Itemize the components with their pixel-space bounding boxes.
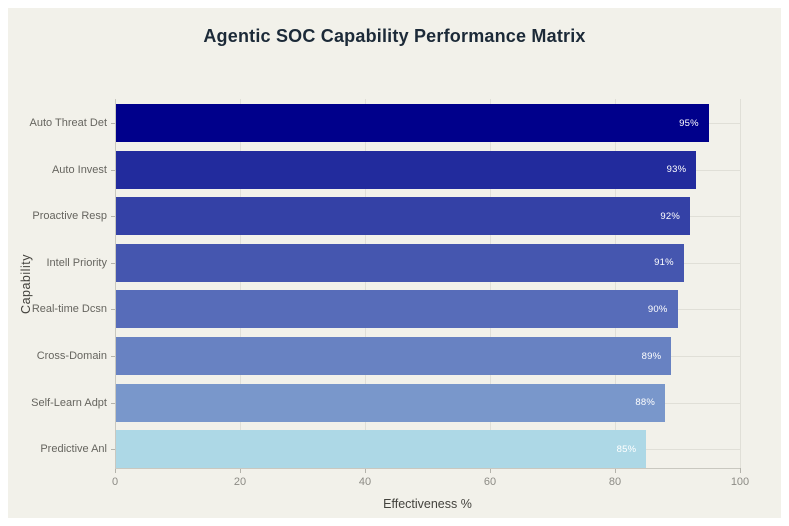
category-label: Auto Threat Det	[29, 117, 107, 129]
bar-predictive-anl: 85%	[115, 430, 647, 469]
bar-proactive-resp: 92%	[115, 197, 690, 236]
y-tick-mark	[111, 309, 115, 311]
y-tick-mark	[111, 402, 115, 404]
y-tick-mark	[111, 449, 115, 451]
x-tick-label: 20	[233, 476, 247, 488]
category-label: Self-Learn Adpt	[31, 396, 107, 409]
bar-intell-priority: 91%	[115, 243, 684, 282]
y-tick-mark	[111, 123, 115, 124]
x-tick-mark	[615, 468, 616, 473]
bar-auto-threat-det: 95%	[115, 104, 709, 142]
category-label: Auto Invest	[51, 163, 107, 176]
bar-value-label: 85%	[616, 443, 637, 455]
y-tick-mark	[111, 169, 115, 171]
y-axis-line	[115, 99, 116, 468]
chart-title: Agentic SOC Capability Performance Matri…	[203, 26, 586, 46]
y-tick-mark	[111, 262, 115, 264]
bar-self-learn-adpt: 88%	[115, 383, 665, 422]
x-tick-label: 80	[608, 476, 622, 488]
y-tick-mark	[111, 356, 115, 357]
bar-value-label: 90%	[647, 303, 668, 315]
x-gridline	[615, 99, 616, 468]
bar-cross-domain: 89%	[115, 337, 672, 375]
y-tick-mark	[111, 216, 115, 218]
x-axis-title: Effectiveness %	[383, 497, 472, 511]
bar-value-label: 88%	[635, 397, 655, 409]
x-tick-mark	[740, 468, 741, 473]
bar-real-time-dcsn: 90%	[115, 290, 678, 329]
bar-auto-invest: 93%	[115, 150, 697, 189]
x-tick-mark	[365, 468, 366, 473]
category-label: Proactive Resp	[32, 210, 107, 223]
x-tick-label: 100	[730, 476, 750, 488]
x-axis-line	[115, 468, 740, 469]
x-gridline	[490, 99, 491, 468]
bar-value-label: 89%	[641, 350, 662, 362]
bar-value-label: 95%	[679, 117, 699, 129]
category-label: Cross-Domain	[36, 350, 107, 362]
category-label: Predictive Anl	[40, 443, 107, 456]
x-tick-mark	[240, 468, 241, 473]
plot-area: Effectiveness % 0 20 40 60 80 100 Auto Threat …	[30, 99, 749, 511]
category-label: Real-time Dcsn	[31, 303, 107, 316]
bar-value-label: 93%	[666, 164, 687, 176]
category-label: Intell Priority	[46, 256, 107, 269]
x-gridline	[240, 99, 241, 468]
x-tick-label: 40	[358, 476, 372, 488]
x-tick-label: 60	[483, 476, 497, 488]
bar-value-label: 91%	[654, 257, 674, 269]
bar-value-label: 92%	[660, 210, 680, 222]
x-tick-mark	[490, 468, 491, 473]
x-tick-mark	[115, 468, 116, 473]
x-gridline	[740, 99, 741, 468]
x-tick-label: 0	[111, 476, 119, 488]
x-gridline	[365, 99, 366, 468]
